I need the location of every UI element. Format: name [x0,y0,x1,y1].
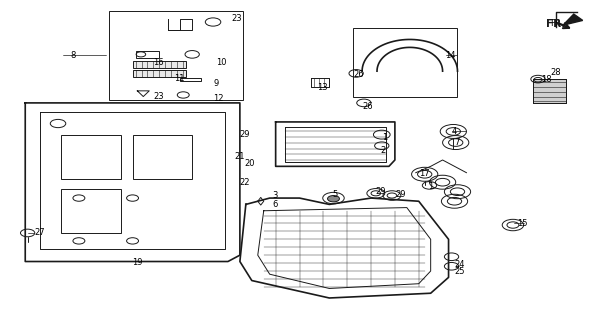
Text: 22: 22 [240,178,250,187]
Text: 6: 6 [273,200,278,209]
Text: 1: 1 [382,133,387,142]
Text: 19: 19 [132,258,143,267]
Bar [533,79,566,103]
Text: 23: 23 [231,14,241,23]
Bar [353,28,458,97]
Polygon shape [563,14,583,25]
Text: 23: 23 [153,92,164,101]
Text: 16: 16 [153,58,164,67]
Bar [533,79,566,103]
Text: 5: 5 [332,190,338,199]
Text: 27: 27 [34,228,45,237]
Text: 24: 24 [455,260,465,269]
Text: 29: 29 [240,130,250,139]
Bar [61,135,120,179]
Text: FR.: FR. [550,19,563,28]
Text: 14: 14 [446,51,456,60]
Bar [108,11,243,100]
Bar [132,135,192,179]
Text: 29: 29 [395,190,406,199]
Text: 7: 7 [455,138,460,147]
Text: 25: 25 [455,267,465,276]
Text: 29: 29 [376,187,386,196]
Text: 8: 8 [70,51,75,60]
Text: 20: 20 [244,159,255,168]
Text: 2: 2 [380,146,385,155]
Bar [135,51,159,59]
Bar [180,77,201,81]
Text: 10: 10 [216,58,226,67]
Text: 21: 21 [234,152,244,161]
Circle shape [328,196,340,202]
Text: 9: 9 [213,79,218,88]
Text: 11: 11 [174,74,185,83]
Text: 12: 12 [213,94,223,103]
Bar [61,188,120,233]
Text: 3: 3 [273,191,278,200]
Text: 26: 26 [362,102,373,111]
Bar [132,61,186,68]
Text: 28: 28 [550,68,561,77]
Text: 18: 18 [541,75,552,84]
Text: FR.: FR. [546,19,565,28]
Text: 17: 17 [419,169,429,178]
Text: 26: 26 [353,70,364,79]
Text: 1: 1 [428,181,433,190]
Text: 4: 4 [452,127,457,136]
Text: 13: 13 [317,83,328,92]
Bar [132,70,186,77]
Text: 15: 15 [517,219,528,228]
